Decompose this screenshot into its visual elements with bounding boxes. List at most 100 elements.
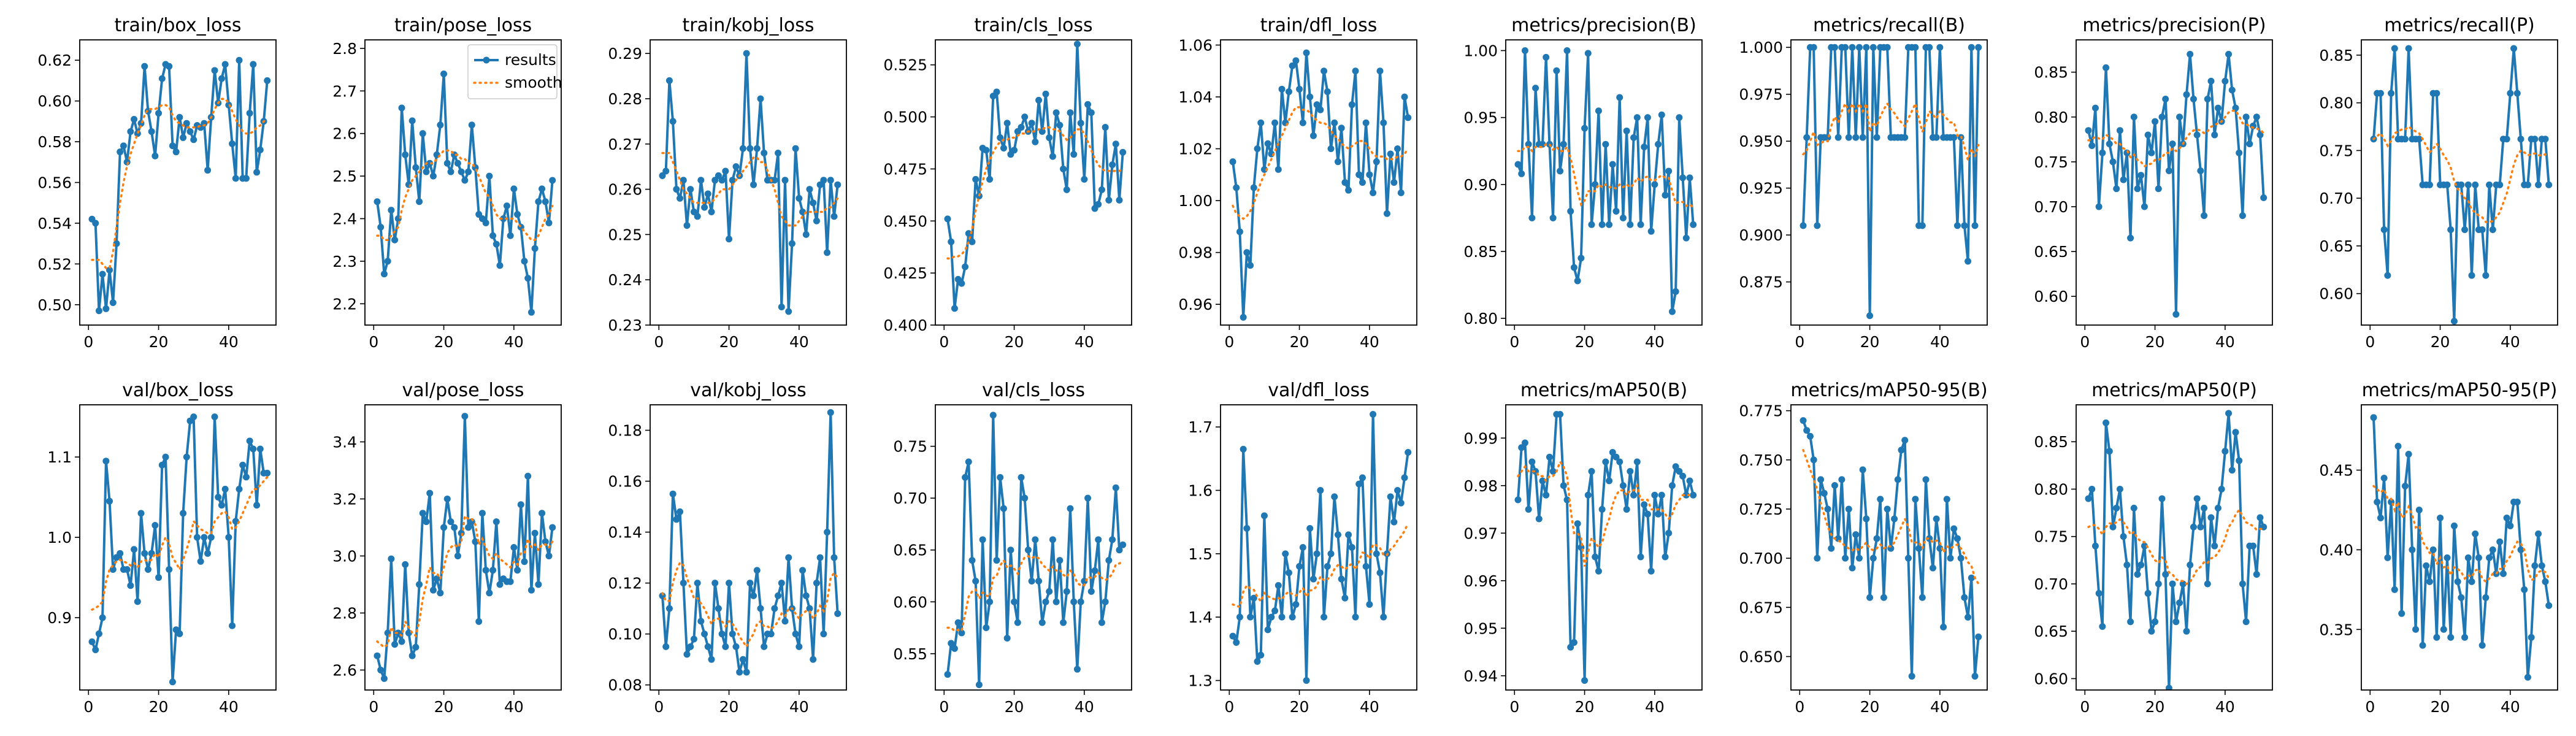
series-results-point — [1084, 494, 1092, 502]
y-tick-label: 1.02 — [1178, 140, 1213, 158]
series-results-point — [2496, 181, 2504, 188]
series-results-point — [429, 172, 437, 180]
series-results-point — [99, 614, 106, 621]
series-results-point — [1588, 468, 1595, 475]
series-results-point — [1387, 493, 1394, 500]
series-results-point — [757, 95, 764, 102]
series-results-point — [2165, 684, 2172, 690]
series-results-point — [1686, 174, 1693, 182]
series-results-point — [2144, 589, 2152, 597]
subplot-metrics-precision-p: metrics/precision(P) 0.60 0.65 0.70 0.75 0.80… — [2034, 15, 2273, 351]
subplot-title: metrics/mAP50(B) — [1520, 380, 1687, 401]
y-tick-label: 0.875 — [1739, 274, 1783, 291]
series-results-point — [1077, 598, 1084, 605]
series-results-point — [1859, 134, 1866, 141]
series-results-point — [975, 681, 983, 689]
series-results-point — [2179, 580, 2187, 588]
x-tick-label: 0 — [369, 698, 378, 716]
series-results-point — [1863, 44, 1870, 51]
series-results-point — [531, 529, 539, 537]
series-results-point — [718, 631, 726, 638]
series-results-point — [2458, 594, 2465, 601]
series-results-point — [1011, 598, 1018, 605]
series-results-point — [813, 580, 820, 587]
series-results-point — [1229, 632, 1236, 640]
series-results-point — [423, 518, 430, 526]
series-results-point — [131, 546, 138, 553]
x-tick-label: 20 — [1005, 698, 1024, 716]
series-results-point — [1380, 119, 1387, 126]
y-tick-label: 0.70 — [893, 489, 927, 507]
series-results-point — [246, 110, 253, 117]
series-results-point — [2169, 140, 2176, 148]
series-results-point — [1285, 88, 1292, 96]
series-results-point — [2211, 131, 2218, 139]
subplot-title: metrics/recall(P) — [2384, 15, 2535, 36]
y-tick-label: 0.70 — [2034, 575, 2068, 593]
series-results-point — [761, 150, 768, 157]
series-results-point — [806, 186, 813, 193]
series-results-point — [1560, 482, 1567, 489]
y-tick-label: 1.00 — [1178, 192, 1213, 210]
series-results-point — [197, 558, 204, 565]
x-tick-label: 0 — [369, 333, 378, 351]
subplot-val-pose-loss: val/pose_loss 2.6 2.8 3.0 3.2 3.4 0 20 40 — [332, 380, 562, 716]
series-results-point — [440, 524, 448, 531]
series-results-point — [2380, 226, 2388, 233]
series-results-point — [1285, 569, 1292, 577]
series-results-point — [236, 56, 243, 64]
series-results-point — [1901, 134, 1909, 141]
series-results-point — [1119, 541, 1127, 548]
y-tick-label: 0.650 — [1739, 648, 1783, 665]
series-results-point — [2134, 571, 2141, 578]
series-results-point — [1102, 124, 1109, 131]
series-results-point — [92, 646, 99, 654]
series-results-point — [669, 118, 677, 125]
series-results-point — [542, 538, 549, 545]
series-results-point — [743, 50, 750, 57]
series-results-point — [1091, 567, 1098, 575]
series-results-point — [1105, 196, 1113, 204]
series-results-point — [1109, 536, 1116, 543]
series-results-point — [1866, 594, 1874, 601]
series-results-line — [1802, 46, 1980, 317]
series-results-point — [1341, 594, 1349, 602]
series-results-point — [2464, 554, 2472, 561]
series-results-point — [2489, 546, 2496, 553]
series-results-point — [2496, 538, 2504, 545]
series-results-point — [2513, 90, 2521, 97]
series-results-point — [127, 128, 134, 135]
series-results-point — [711, 580, 719, 587]
series-results-point — [1345, 531, 1352, 539]
series-results-point — [1855, 554, 1863, 562]
series-results-point — [1116, 546, 1123, 554]
series-results-point — [1376, 569, 1384, 577]
series-results-point — [993, 557, 1000, 564]
series-results-point — [535, 581, 542, 588]
series-results-point — [1859, 466, 1866, 473]
series-results-point — [2450, 522, 2458, 529]
y-tick-label: 0.35 — [2319, 621, 2353, 638]
x-tick-label: 40 — [504, 698, 524, 716]
series-results-point — [2113, 185, 2120, 193]
y-tick-label: 0.475 — [883, 160, 927, 178]
series-results-point — [2388, 90, 2395, 97]
y-tick-label: 0.65 — [2319, 237, 2353, 255]
series-results-point — [201, 120, 208, 127]
series-results-point — [1334, 531, 1341, 539]
series-results-point — [1609, 161, 1616, 168]
series-results-point — [2109, 523, 2117, 531]
series-results-line — [946, 413, 1124, 686]
series-smooth-line — [661, 151, 839, 227]
series-results-point — [1313, 550, 1321, 558]
series-results-point — [1060, 619, 1067, 626]
series-results-point — [1891, 515, 1898, 523]
plot-area — [1514, 411, 1697, 684]
series-results-point — [1668, 308, 1676, 315]
series-results-point — [496, 262, 504, 269]
series-results-point — [493, 518, 500, 526]
series-results-point — [1926, 44, 1933, 51]
series-results-point — [1810, 44, 1817, 51]
series-results-point — [127, 582, 134, 589]
series-results-point — [2228, 86, 2236, 94]
